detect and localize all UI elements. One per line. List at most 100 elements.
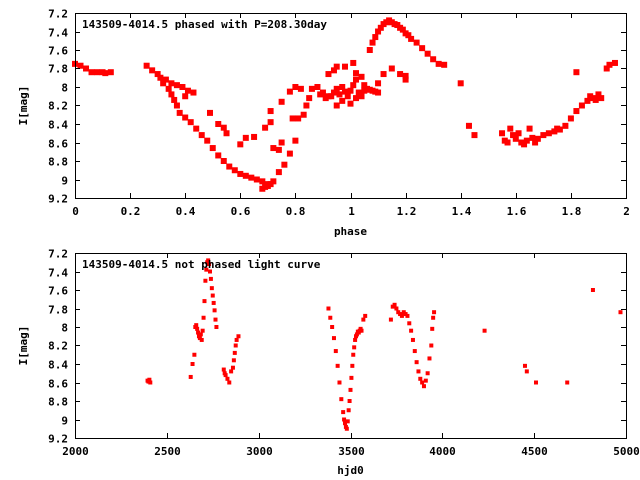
unphased-y-tick-label: 8.6	[48, 378, 68, 391]
phased-data-point	[402, 76, 409, 83]
unphased-data-point	[348, 387, 353, 392]
phased-light-curve-panel: 0 0.2 0.4 0.6 0.8 1 1.2 1.4 1.6 1.8 2 7.2 7.4 7.6 7.8 8…	[17, 8, 630, 239]
unphased-y-tick-label: 9.2	[48, 433, 68, 446]
unphased-data-point	[524, 369, 529, 374]
phased-data-point	[521, 141, 528, 148]
phased-data-point	[350, 82, 357, 89]
phased-y-tick-label: 7.8	[48, 63, 68, 76]
unphased-data-point	[214, 325, 219, 329]
unphased-data-point	[210, 293, 215, 298]
phased-data-point	[248, 174, 255, 181]
phased-data-point	[355, 89, 362, 96]
phased-data-point	[344, 93, 351, 100]
unphased-chart-title: 143509-4014.5 not phased light curve	[82, 258, 321, 271]
unphased-data-point	[392, 302, 397, 307]
unphased-data-point	[352, 345, 357, 350]
phased-data-point	[350, 59, 357, 66]
phased-x-tick-label: 1.2	[397, 205, 417, 218]
unphased-data-point	[208, 276, 213, 281]
phased-y-tick-label: 7.2	[48, 8, 68, 21]
phased-data-point	[162, 76, 169, 83]
unphased-data-point	[427, 356, 432, 361]
phased-data-point	[375, 80, 382, 87]
phased-data-point	[339, 97, 346, 104]
unphased-x-tick-label: 3500	[338, 445, 365, 458]
unphased-data-point	[236, 334, 241, 339]
unphased-data-point	[399, 313, 404, 318]
unphased-data-point	[482, 328, 487, 333]
unphased-data-point	[414, 360, 419, 365]
phased-data-point	[584, 97, 591, 104]
unphased-data-point	[335, 363, 340, 368]
phased-data-point	[231, 167, 238, 174]
phased-data-point	[336, 91, 343, 98]
unphased-data-point	[203, 278, 208, 283]
phased-data-point	[176, 109, 183, 116]
phased-data-point	[154, 71, 161, 78]
unphased-data-point	[213, 317, 218, 322]
phased-data-point	[215, 152, 222, 159]
phased-data-point	[369, 39, 376, 46]
phased-data-point	[562, 122, 569, 129]
unphased-data-point	[212, 308, 217, 313]
unphased-data-point	[339, 397, 344, 402]
unphased-x-tick-label: 4500	[521, 445, 548, 458]
phased-data-point	[402, 72, 409, 79]
phased-data-point	[606, 61, 613, 68]
unphased-x-tick-label: 5000	[613, 445, 640, 458]
phased-data-point	[510, 132, 517, 139]
unphased-data-point	[342, 417, 347, 422]
phased-data-point	[220, 158, 227, 164]
unphased-data-point	[188, 374, 193, 379]
phased-x-tick-label: 1	[348, 205, 355, 218]
unphased-data-point	[346, 408, 351, 413]
unphased-data-point	[206, 258, 211, 263]
unphased-data-point	[194, 323, 199, 328]
phased-data-point	[424, 50, 431, 57]
phased-data-point	[353, 95, 360, 102]
phased-y-tick-label: 8.4	[48, 119, 68, 132]
unphased-data-point	[225, 376, 230, 381]
phased-data-point	[179, 84, 186, 90]
phased-data-point	[308, 85, 315, 92]
unphased-data-point	[199, 337, 204, 342]
phased-data-point	[165, 85, 172, 92]
phased-data-point	[358, 73, 365, 80]
phased-data-point	[173, 82, 180, 89]
phased-data-point	[595, 91, 602, 98]
phased-data-point	[540, 132, 547, 139]
phased-data-point	[204, 137, 211, 144]
unphased-data-points	[145, 258, 623, 431]
unphased-y-tick-label: 8	[61, 322, 68, 335]
unphased-data-point	[565, 380, 570, 385]
phased-chart-title: 143509-4014.5 phased with P=208.30day	[82, 18, 327, 31]
phased-data-point	[168, 80, 175, 87]
unphased-data-point	[425, 371, 430, 376]
phased-data-point	[333, 102, 340, 109]
phased-data-point	[578, 102, 585, 109]
unphased-x-tick-label: 2500	[154, 445, 181, 458]
phased-data-point	[523, 137, 530, 144]
phased-data-point	[237, 141, 244, 148]
unphased-data-point	[207, 269, 212, 274]
phased-x-tick-label: 1.4	[452, 205, 472, 218]
unphased-y-tick-label: 8.8	[48, 396, 68, 409]
phased-data-points	[72, 17, 618, 192]
phased-data-point	[435, 60, 442, 67]
unphased-light-curve-panel: 2000 2500 3000 3500 4000 4500 5000 7.2 7.4 7.6 7.8…	[17, 248, 640, 478]
phased-data-point	[182, 114, 189, 121]
phased-data-point	[375, 28, 382, 35]
phased-data-point	[372, 34, 379, 41]
unphased-data-point	[195, 326, 200, 331]
unphased-data-point	[331, 336, 336, 341]
unphased-data-point	[201, 315, 206, 320]
phased-data-point	[303, 102, 310, 109]
phased-y-tick-label: 8	[61, 82, 68, 95]
unphased-data-point	[351, 352, 356, 357]
phased-data-point	[286, 88, 293, 95]
phased-data-point	[545, 130, 552, 137]
phased-data-point	[242, 172, 249, 179]
phased-data-point	[292, 84, 299, 90]
unphased-data-point	[200, 328, 205, 333]
